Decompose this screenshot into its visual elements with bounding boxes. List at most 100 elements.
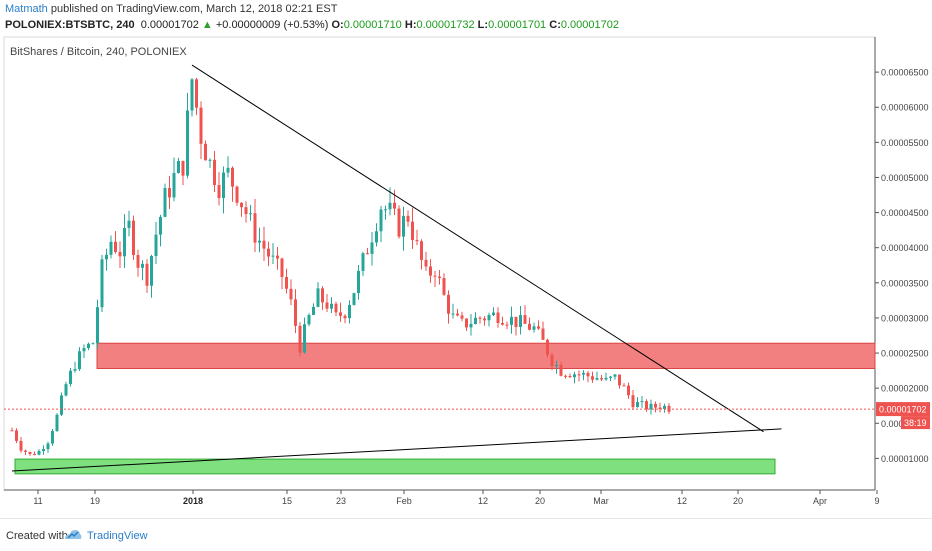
candle-body	[483, 318, 486, 321]
x-tick-label: 15	[282, 496, 292, 506]
candle-body	[631, 395, 635, 408]
plot-area	[3, 36, 876, 491]
high-label: H:	[404, 19, 417, 31]
candle-body	[276, 255, 279, 259]
candle-body	[289, 288, 293, 300]
candle-body	[42, 449, 45, 451]
candle-body	[330, 303, 333, 309]
candle-body	[582, 372, 585, 375]
author-link[interactable]: Matmath	[5, 3, 48, 15]
candle-body	[334, 303, 338, 313]
candle-body	[78, 351, 81, 370]
resistance-zone	[96, 342, 876, 369]
candle-body	[645, 401, 648, 410]
candle-body	[451, 313, 455, 315]
candle-body	[429, 266, 432, 276]
candle-body	[339, 312, 342, 316]
candle-body	[168, 188, 171, 198]
x-tick-label: 20	[733, 496, 743, 506]
candle-body	[271, 255, 275, 257]
candle-body	[604, 377, 608, 380]
candle-body	[177, 160, 180, 173]
candle-body	[492, 312, 495, 315]
candle-body	[163, 188, 167, 217]
x-tick-label: 23	[336, 496, 346, 506]
candle-body	[118, 251, 122, 257]
candle-body	[199, 107, 203, 144]
candle-body	[46, 443, 50, 450]
candle-body	[361, 253, 365, 271]
tradingview-logo-icon[interactable]	[64, 527, 82, 543]
candle-body	[55, 414, 59, 432]
last-price: 0.00001702	[140, 19, 199, 31]
price-chart[interactable]: 0.00006500 0.00006000 0.00005500 0.00005000…	[0, 36, 932, 514]
candle-body	[618, 374, 621, 386]
candle-body	[186, 110, 189, 176]
candle-body	[159, 216, 162, 235]
published-text: published on TradingView.com, March 12, …	[50, 3, 338, 15]
candle-body	[663, 405, 666, 409]
candle-body	[181, 160, 185, 176]
candle-body	[586, 372, 590, 377]
candle-body	[397, 208, 401, 237]
candle-body	[640, 401, 644, 403]
x-tick-label: Mar	[593, 496, 609, 506]
candle-body	[573, 374, 576, 378]
candle-body	[348, 304, 351, 319]
candle-body	[384, 209, 387, 211]
candle-body	[352, 293, 356, 305]
symbol-ohlc-bar: POLONIEX:BTSBTC, 240 0.00001702 ▲ +0.000…	[5, 19, 619, 31]
candle-body	[208, 159, 212, 161]
candle-body	[145, 263, 149, 286]
candle-body	[82, 348, 86, 352]
candle-body	[105, 254, 108, 260]
candle-body	[456, 313, 459, 316]
candle-body	[33, 453, 36, 455]
candle-body	[123, 228, 126, 257]
candle-body	[465, 318, 468, 328]
candle-body	[316, 288, 320, 307]
candle-body	[172, 172, 176, 198]
candle-body	[249, 213, 252, 215]
candle-body	[96, 307, 99, 344]
candle-body	[474, 317, 477, 324]
candle-body	[253, 213, 257, 243]
candle-body	[10, 430, 14, 432]
candle-body	[379, 209, 383, 232]
ascending-trendline	[11, 428, 782, 472]
candle-body	[406, 215, 410, 222]
y-tick-label: 0.00006500	[881, 68, 929, 78]
x-tick-label: 2018	[183, 496, 203, 506]
candle-body	[523, 315, 527, 324]
candle-body	[415, 239, 419, 242]
candle-body	[294, 299, 297, 326]
x-tick-label: 11	[33, 496, 42, 506]
candle-body	[559, 364, 563, 376]
candle-body	[420, 241, 423, 260]
x-tick-label: 12	[478, 496, 488, 506]
y-tick-label: 0.00001000	[881, 454, 929, 464]
candle-body	[136, 255, 140, 268]
candle-body	[510, 316, 513, 325]
candle-body	[69, 370, 72, 385]
candle-body	[321, 288, 324, 303]
candle-body	[60, 395, 63, 415]
low-label: L:	[477, 19, 489, 31]
candle-body	[141, 263, 144, 268]
tradingview-brand[interactable]: TradingView	[87, 530, 148, 542]
candle-body	[568, 375, 572, 378]
candle-body	[64, 384, 68, 396]
candle-body	[550, 354, 554, 367]
candle-body	[226, 167, 230, 173]
candle-body	[285, 276, 288, 289]
candle-body	[487, 314, 491, 321]
candle-body	[312, 306, 315, 315]
candle-body	[375, 231, 378, 243]
candle-body	[595, 378, 599, 380]
close-label: C:	[549, 19, 561, 31]
candle-body	[649, 403, 653, 410]
candle-body	[402, 215, 405, 237]
candle-body	[109, 241, 113, 255]
candle-body	[478, 317, 482, 319]
candle-body	[37, 450, 41, 455]
